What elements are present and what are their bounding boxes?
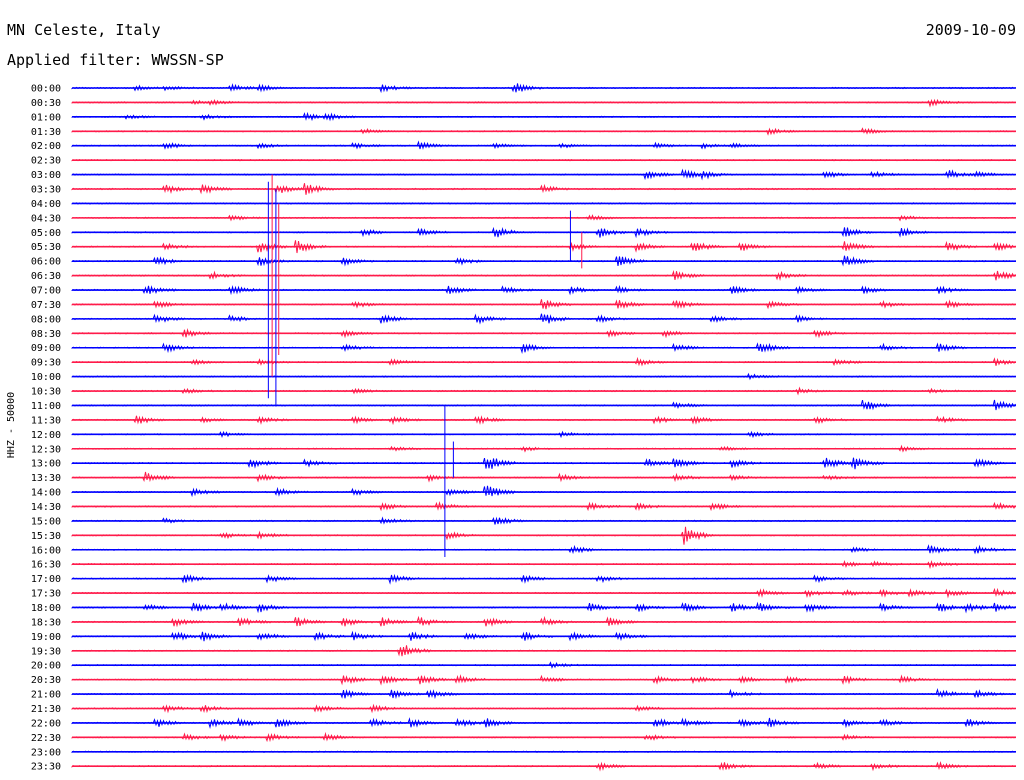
tick-label: 15:30	[31, 531, 61, 542]
tick-label: 13:30	[31, 473, 61, 484]
tick-label: 10:30	[31, 387, 61, 398]
tick-label: 09:00	[31, 343, 61, 354]
tick-label: 08:30	[31, 329, 61, 340]
tick-label: 03:00	[31, 170, 61, 181]
tick-label: 05:00	[31, 228, 61, 239]
tick-label: 01:00	[31, 112, 61, 123]
tick-label: 21:30	[31, 704, 61, 715]
tick-label: 18:00	[31, 603, 61, 614]
tick-label: 18:30	[31, 617, 61, 628]
chart-date: 2009-10-09	[926, 21, 1016, 39]
tick-label: 12:00	[31, 430, 61, 441]
tick-label: 11:00	[31, 401, 61, 412]
tick-label: 05:30	[31, 242, 61, 253]
tick-label: 00:00	[31, 84, 61, 95]
tick-label: 11:30	[31, 415, 61, 426]
filter-label: Applied filter: WWSSN-SP	[7, 51, 224, 69]
tick-label: 07:00	[31, 286, 61, 297]
tick-label: 14:00	[31, 488, 61, 499]
tick-label: 19:30	[31, 646, 61, 657]
tick-label: 22:00	[31, 718, 61, 729]
tick-label: 19:00	[31, 632, 61, 643]
tick-label: 14:30	[31, 502, 61, 513]
tick-label: 04:00	[31, 199, 61, 210]
chart-title: MN Celeste, Italy	[7, 21, 161, 39]
tick-label: 16:00	[31, 545, 61, 556]
tick-label: 12:30	[31, 444, 61, 455]
tick-label: 21:00	[31, 690, 61, 701]
tick-label: 20:00	[31, 661, 61, 672]
tick-label: 02:00	[31, 141, 61, 152]
y-axis-label: HHZ - 50000	[6, 392, 17, 458]
tick-label: 15:00	[31, 516, 61, 527]
tick-label: 23:00	[31, 747, 61, 758]
traces	[71, 83, 1016, 772]
tick-label: 08:00	[31, 314, 61, 325]
tick-label: 13:00	[31, 459, 61, 470]
tick-label: 07:30	[31, 300, 61, 311]
tick-labels: 00:00 00:30 01:00 01:30 02:00 02:30 03:00 03:30…	[31, 84, 61, 773]
tick-label: 23:30	[31, 762, 61, 773]
tick-label: 04:30	[31, 213, 61, 224]
tick-label: 01:30	[31, 127, 61, 138]
trace-line	[71, 485, 1016, 498]
tick-label: 09:30	[31, 358, 61, 369]
tick-label: 00:30	[31, 98, 61, 109]
tick-label: 06:00	[31, 257, 61, 268]
tick-label: 22:30	[31, 733, 61, 744]
tick-label: 10:00	[31, 372, 61, 383]
tick-label: 16:30	[31, 560, 61, 571]
tick-label: 17:30	[31, 589, 61, 600]
tick-label: 03:30	[31, 185, 61, 196]
tick-label: 20:30	[31, 675, 61, 686]
tick-label: 17:00	[31, 574, 61, 585]
tick-label: 06:30	[31, 271, 61, 282]
trace-line	[71, 471, 1016, 483]
tick-label: 02:30	[31, 156, 61, 167]
